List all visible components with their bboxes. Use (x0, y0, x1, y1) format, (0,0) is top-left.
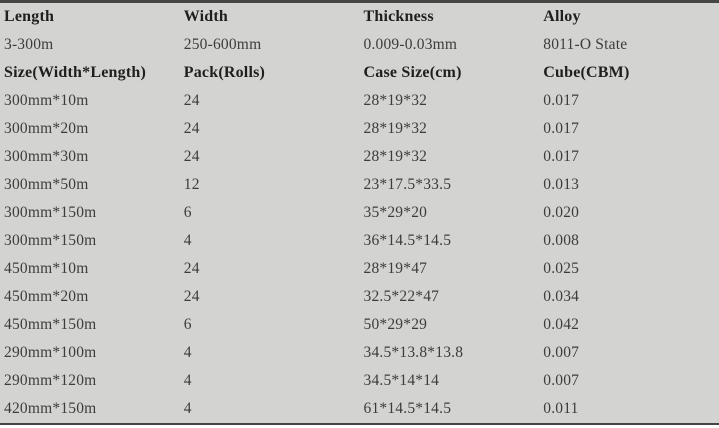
cell-cube: 0.008 (543, 232, 580, 249)
table-row: 290mm*100m 4 34.5*13.8*13.8 0.007 (0, 339, 719, 367)
cell-pack: 4 (183, 344, 192, 361)
col-header-size: Size(Width*Length) (4, 64, 146, 81)
cell-cube: 0.013 (543, 176, 580, 193)
col-header-width: Width (183, 8, 229, 25)
cell-size: 300mm*150m (4, 232, 97, 249)
cell-case-size: 28*19*47 (363, 260, 428, 277)
cell-size: 290mm*100m (4, 344, 97, 361)
packing-header-row: Size(Width*Length) Pack(Rolls) Case Size… (0, 59, 719, 87)
cell-case-size: 36*14.5*14.5 (363, 232, 452, 249)
cell-case-size: 28*19*32 (363, 120, 428, 137)
cell-size: 300mm*20m (4, 120, 89, 137)
cell-case-size: 34.5*13.8*13.8 (363, 344, 464, 361)
cell-size: 300mm*30m (4, 148, 89, 165)
cell-pack: 24 (183, 260, 200, 277)
cell-size: 420mm*150m (4, 400, 97, 417)
cell-size: 450mm*150m (4, 316, 97, 333)
cell-size: 450mm*20m (4, 288, 89, 305)
cell-size: 300mm*10m (4, 92, 89, 109)
table-row: 300mm*20m 24 28*19*32 0.017 (0, 115, 719, 143)
cell-cube: 0.007 (543, 372, 580, 389)
spec-values-row: 3-300m 250-600mm 0.009-0.03mm 8011-O Sta… (0, 31, 719, 59)
cell-pack: 24 (183, 92, 200, 109)
cell-pack: 24 (183, 120, 200, 137)
table-row: 300mm*50m 12 23*17.5*33.5 0.013 (0, 171, 719, 199)
table-row: 450mm*20m 24 32.5*22*47 0.034 (0, 283, 719, 311)
cell-size: 450mm*10m (4, 260, 89, 277)
cell-cube: 0.017 (543, 148, 580, 165)
col-header-pack: Pack(Rolls) (183, 64, 266, 81)
cell-case-size: 32.5*22*47 (363, 288, 440, 305)
cell-pack: 4 (183, 400, 192, 417)
table-row: 420mm*150m 4 61*14.5*14.5 0.011 (0, 395, 719, 423)
spec-length-value: 3-300m (4, 36, 54, 53)
col-header-case-size: Case Size(cm) (363, 64, 462, 81)
cell-cube: 0.017 (543, 120, 580, 137)
cell-case-size: 28*19*32 (363, 92, 428, 109)
table-row: 450mm*10m 24 28*19*47 0.025 (0, 255, 719, 283)
product-spec-table: Length Width Thickness Alloy 3-300m 250-… (0, 3, 719, 423)
col-header-thickness: Thickness (363, 8, 434, 25)
spec-width-value: 250-600mm (183, 36, 262, 53)
cell-pack: 6 (183, 316, 192, 333)
cell-size: 300mm*50m (4, 176, 89, 193)
cell-cube: 0.017 (543, 92, 580, 109)
cell-cube: 0.020 (543, 204, 580, 221)
cell-case-size: 61*14.5*14.5 (363, 400, 452, 417)
cell-pack: 4 (183, 372, 192, 389)
cell-pack: 24 (183, 148, 200, 165)
cell-size: 290mm*120m (4, 372, 97, 389)
col-header-length: Length (4, 8, 55, 25)
table-row: 450mm*150m 6 50*29*29 0.042 (0, 311, 719, 339)
cell-case-size: 23*17.5*33.5 (363, 176, 452, 193)
col-header-cube: Cube(CBM) (543, 64, 630, 81)
cell-pack: 24 (183, 288, 200, 305)
table-row: 300mm*30m 24 28*19*32 0.017 (0, 143, 719, 171)
cell-size: 300mm*150m (4, 204, 97, 221)
table-row: 290mm*120m 4 34.5*14*14 0.007 (0, 367, 719, 395)
cell-case-size: 35*29*20 (363, 204, 428, 221)
cell-pack: 4 (183, 232, 192, 249)
table-row: 300mm*10m 24 28*19*32 0.017 (0, 87, 719, 115)
cell-cube: 0.025 (543, 260, 580, 277)
cell-cube: 0.007 (543, 344, 580, 361)
col-header-alloy: Alloy (543, 8, 581, 25)
cell-pack: 6 (183, 204, 192, 221)
spec-thickness-value: 0.009-0.03mm (363, 36, 458, 53)
spec-header-row: Length Width Thickness Alloy (0, 3, 719, 31)
cell-cube: 0.011 (543, 400, 579, 417)
cell-case-size: 28*19*32 (363, 148, 428, 165)
cell-cube: 0.034 (543, 288, 580, 305)
table-row: 300mm*150m 4 36*14.5*14.5 0.008 (0, 227, 719, 255)
spec-alloy-value: 8011-O State (543, 36, 628, 53)
table-row: 300mm*150m 6 35*29*20 0.020 (0, 199, 719, 227)
cell-case-size: 50*29*29 (363, 316, 428, 333)
cell-cube: 0.042 (543, 316, 580, 333)
cell-case-size: 34.5*14*14 (363, 372, 440, 389)
cell-pack: 12 (183, 176, 200, 193)
